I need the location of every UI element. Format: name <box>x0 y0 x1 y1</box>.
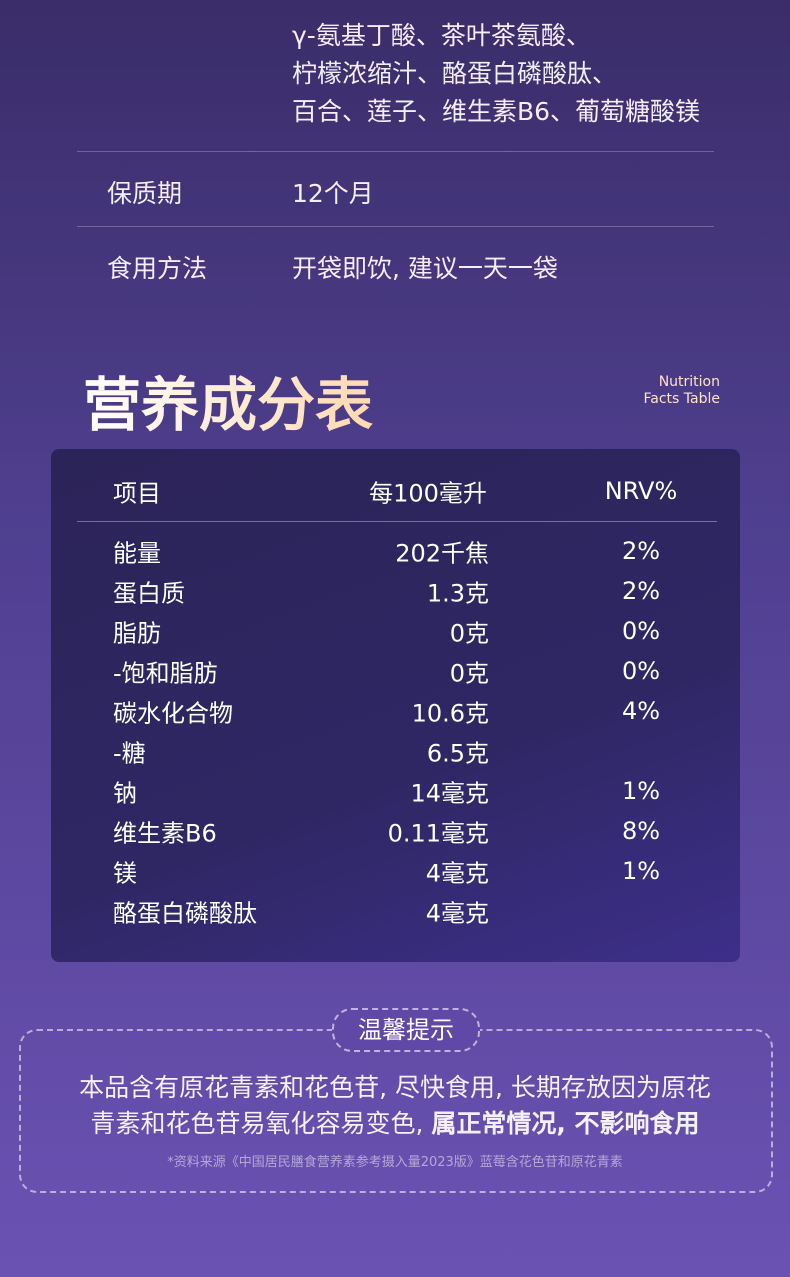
nutrient-name: 蛋白质 <box>113 579 185 608</box>
notice-title: 温馨提示 <box>332 1008 480 1052</box>
notice-text: 青素和花色苷易氧化容易变色, 属正常情况, 不影响食用 <box>0 1104 790 1140</box>
ingredient-line: 百合、莲子、维生素B6、葡萄糖酸镁 <box>292 97 701 126</box>
nutrient-nrv: 8% <box>621 817 661 845</box>
nutrient-nrv: 2% <box>621 577 661 605</box>
nutrient-amount: 0克 <box>449 619 489 648</box>
info-label: 保质期 <box>107 179 183 208</box>
nutrient-amount: 1.3克 <box>426 579 489 608</box>
nutrient-name: 碳水化合物 <box>113 699 233 728</box>
subtitle: Nutrition <box>658 374 720 390</box>
info-label: 食用方法 <box>107 254 208 283</box>
divider <box>77 151 714 152</box>
info-value: 12个月 <box>292 179 374 208</box>
nutrient-name: 维生素B6 <box>113 819 217 848</box>
nutrient-name: 钠 <box>113 779 137 808</box>
ingredient-line: 柠檬浓缩汁、酪蛋白磷酸肽、 <box>292 59 618 88</box>
nutrient-name: 镁 <box>113 859 137 888</box>
nutrient-amount: 4毫克 <box>425 859 489 888</box>
subtitle: Facts Table <box>643 391 720 407</box>
notice-text: 青素和花色苷易氧化容易变色, <box>90 1109 424 1138</box>
nutrient-name: 能量 <box>113 539 161 568</box>
nutrient-amount: 0克 <box>449 659 489 688</box>
nutrient-amount: 14毫克 <box>410 779 489 808</box>
nutrient-amount: 10.6克 <box>411 699 489 728</box>
footnote: *资料来源《中国居民膳食营养素参考摄入量2023版》蓝莓含花色苷和原花青素 <box>167 1155 623 1170</box>
nutrient-nrv: 0% <box>621 617 661 645</box>
ingredient-line: γ-氨基丁酸、茶叶茶氨酸、 <box>292 21 591 50</box>
notice-text: 本品含有原花青素和花色苷, 尽快食用, 长期存放因为原花 <box>79 1073 711 1102</box>
nutrient-nrv: 1% <box>621 777 661 805</box>
notice-bold: 属正常情况, 不影响食用 <box>431 1109 700 1138</box>
nutrient-name: -糖 <box>113 739 146 768</box>
info-value: 开袋即饮, 建议一天一袋 <box>292 254 558 283</box>
nutrient-name: 酪蛋白磷酸肽 <box>113 899 257 928</box>
section-title: 营养成分表 <box>83 358 373 442</box>
table-header: 每100毫升 <box>369 479 487 508</box>
nutrient-nrv: 4% <box>621 697 661 725</box>
nutrient-name: -饱和脂肪 <box>113 659 218 688</box>
nutrient-name: 脂肪 <box>113 619 161 648</box>
table-header: NRV% <box>604 477 678 505</box>
divider <box>77 226 714 227</box>
nutrient-nrv: 2% <box>621 537 661 565</box>
nutrition-table: 项目 每100毫升 NRV% 能量 202千焦 2% 蛋白质 1.3克 2% 脂肪 0克 0% -饱和脂… <box>51 449 740 962</box>
divider <box>77 521 717 522</box>
nutrient-amount: 6.5克 <box>426 739 489 768</box>
nutrient-nrv: 0% <box>621 657 661 685</box>
nutrient-amount: 4毫克 <box>425 899 489 928</box>
nutrient-nrv: 1% <box>621 857 661 885</box>
nutrient-amount: 202千焦 <box>395 539 489 568</box>
table-header: 项目 <box>113 479 161 508</box>
nutrient-amount: 0.11毫克 <box>387 819 489 848</box>
